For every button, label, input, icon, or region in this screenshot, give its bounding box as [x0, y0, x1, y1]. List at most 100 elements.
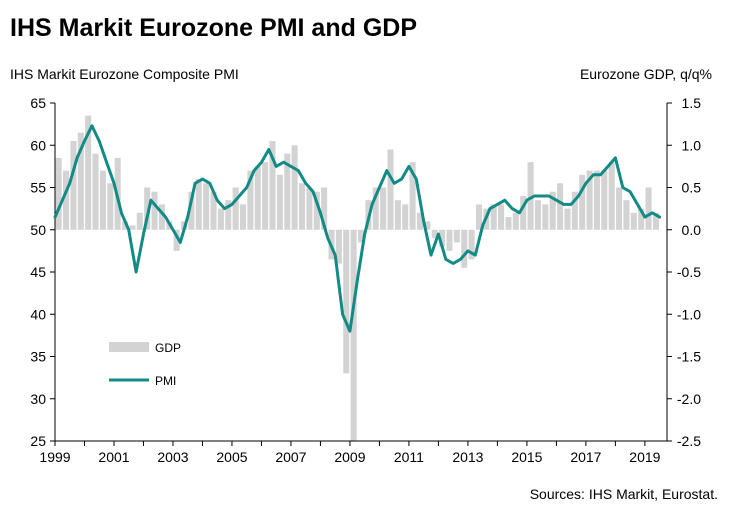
x-axis-tick-label: 2003	[157, 449, 188, 465]
gdp-bar	[276, 174, 283, 230]
x-axis-tick-label: 2015	[511, 449, 542, 465]
gdp-bar	[55, 157, 62, 230]
gdp-bar	[630, 212, 637, 230]
gdp-bar	[505, 217, 512, 230]
gdp-bar	[586, 170, 593, 230]
gdp-bar	[92, 153, 99, 230]
gdp-bar	[306, 187, 313, 230]
x-axis-tick-label: 2001	[98, 449, 129, 465]
right-axis-tick-label: -1.0	[677, 306, 701, 322]
gdp-bar	[136, 212, 143, 230]
gdp-bar	[542, 204, 549, 230]
gdp-bar	[512, 212, 519, 230]
left-axis-tick-label: 45	[30, 264, 46, 280]
chart-title: IHS Markit Eurozone PMI and GDP	[10, 14, 417, 42]
gdp-bar	[557, 183, 564, 230]
gdp-bar	[409, 162, 416, 230]
gdp-bar	[225, 200, 232, 230]
gdp-bar	[350, 229, 357, 441]
gdp-bar	[520, 195, 527, 230]
left-axis-tick-label: 65	[30, 95, 46, 111]
legend-gdp-label: GDP	[155, 341, 181, 355]
chart-legend: GDP PMI	[109, 341, 181, 388]
gdp-bar	[269, 141, 276, 230]
gdp-bar	[638, 208, 645, 230]
left-axis-tick-label: 55	[30, 180, 46, 196]
gdp-bar	[571, 191, 578, 230]
gdp-bar	[402, 204, 409, 230]
gdp-bar	[439, 229, 446, 247]
left-axis-tick-label: 35	[30, 349, 46, 365]
gdp-bar	[313, 191, 320, 230]
pmi-line-series	[53, 124, 662, 333]
gdp-bar	[387, 149, 394, 230]
left-axis-tick-label: 30	[30, 391, 46, 407]
gdp-bar	[262, 162, 269, 230]
x-axis-tick-label: 2019	[629, 449, 660, 465]
gdp-bar	[144, 187, 151, 230]
gdp-bar	[107, 183, 114, 230]
x-axis-tick-label: 2011	[394, 449, 424, 465]
gdp-bar	[593, 170, 600, 230]
source-note: Sources: IHS Markit, Eurostat.	[529, 486, 718, 502]
gdp-bar	[63, 170, 70, 230]
gdp-bar	[475, 204, 482, 230]
gdp-bar	[601, 170, 608, 230]
gdp-bar	[284, 153, 291, 230]
right-axis-tick-label: -2.0	[677, 391, 701, 407]
left-axis-tick-label: 25	[30, 433, 46, 449]
gdp-bar	[416, 212, 424, 230]
gdp-bar	[424, 221, 431, 230]
gdp-bar	[446, 229, 453, 251]
right-axis-tick-label: -1.5	[677, 349, 701, 365]
gdp-bar	[394, 200, 401, 230]
right-axis-tick-label: -0.5	[677, 264, 701, 280]
gdp-bar	[203, 183, 210, 230]
gdp-bar	[122, 221, 129, 230]
gdp-bar	[461, 229, 468, 268]
gdp-bar	[343, 229, 350, 374]
gdp-bar	[99, 170, 106, 230]
right-axis-tick-label: 1.5	[682, 95, 702, 111]
gdp-bar	[210, 191, 217, 230]
gdp-bar	[291, 145, 298, 230]
gdp-bar	[77, 132, 84, 230]
right-axis-tick-label: 0.5	[682, 180, 702, 196]
x-axis-tick-label: 1999	[39, 449, 70, 465]
gdp-bar	[616, 187, 623, 230]
gdp-bar	[372, 187, 379, 230]
gdp-bar	[188, 191, 195, 230]
gdp-bar	[232, 187, 239, 230]
gdp-bar	[652, 212, 659, 230]
gdp-bar	[549, 191, 556, 230]
gdp-bar	[490, 204, 497, 230]
gdp-bar	[158, 204, 165, 230]
gdp-bar	[579, 174, 586, 230]
left-axis-title: IHS Markit Eurozone Composite PMI	[10, 66, 239, 82]
left-axis-tick-label: 60	[30, 137, 46, 153]
gdp-bar	[247, 170, 254, 230]
gdp-bar	[498, 204, 505, 230]
gdp-bar	[254, 166, 261, 230]
left-axis-tick-label: 40	[30, 306, 46, 322]
gdp-bar	[85, 115, 92, 230]
gdp-bar	[173, 229, 180, 251]
gdp-bar	[431, 229, 438, 239]
chart-axes: 25 30 35 40 45 50 55 60 65 -2.5 -2.0 -1.5 -1.0 -0.5 0.…	[30, 95, 701, 465]
gdp-bar	[645, 187, 652, 230]
right-axis-tick-label: 1.0	[682, 137, 702, 153]
gdp-bar	[129, 225, 136, 230]
gdp-bar	[335, 229, 342, 264]
gdp-bar	[151, 191, 158, 230]
gdp-bar	[298, 183, 306, 230]
gdp-bar-series	[55, 115, 659, 441]
gdp-bar	[527, 162, 534, 230]
legend-pmi-label: PMI	[155, 374, 176, 388]
gdp-bar	[240, 204, 247, 230]
right-axis-tick-label: -2.5	[677, 433, 701, 449]
gdp-bar	[217, 208, 224, 230]
gdp-bar	[321, 187, 328, 230]
x-axis-tick-label: 2007	[275, 449, 306, 465]
x-axis-tick-label: 2013	[452, 449, 483, 465]
